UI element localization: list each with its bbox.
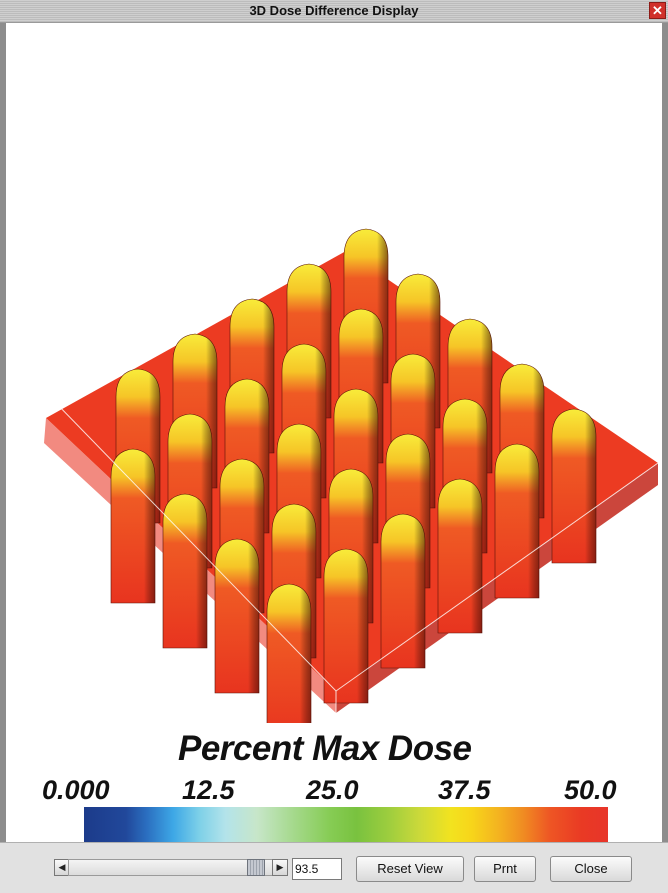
window-title: 3D Dose Difference Display <box>249 3 419 18</box>
slider-value-field[interactable]: 93.5 <box>292 858 342 880</box>
dose-3d-view[interactable]: Percent Max Dose 0.000 12.5 25.0 37.5 50… <box>6 23 662 859</box>
legend-tick-0: 0.000 <box>42 775 110 805</box>
dose-surface-plot[interactable] <box>6 23 662 723</box>
dose-peak-shadow <box>215 539 259 693</box>
title-bar[interactable]: 3D Dose Difference Display ✕ <box>0 0 668 23</box>
print-button[interactable]: Prnt <box>474 856 536 882</box>
dose-peak-shadow <box>438 479 482 633</box>
view-slider[interactable] <box>68 859 286 876</box>
dose-peak-shadow <box>381 514 425 668</box>
dose-peak-shadow <box>552 409 596 563</box>
slider-thumb[interactable] <box>247 859 265 876</box>
legend-tick-3: 37.5 <box>438 775 491 805</box>
legend-tick-2: 25.0 <box>306 775 359 805</box>
dose-peak-shadow <box>267 584 311 723</box>
dose-peak-shadow <box>495 444 539 598</box>
reset-view-button[interactable]: Reset View <box>356 856 464 882</box>
legend-title: Percent Max Dose <box>178 729 472 768</box>
legend-tick-1: 12.5 <box>182 775 235 805</box>
close-window-icon[interactable]: ✕ <box>649 2 666 19</box>
legend-tick-4: 50.0 <box>564 775 617 805</box>
dose-peak-shadow <box>111 449 155 603</box>
close-button[interactable]: Close <box>550 856 632 882</box>
dose-peak-shadow <box>163 494 207 648</box>
dose-peak-shadow <box>324 549 368 703</box>
scroll-right-icon[interactable]: ▶ <box>272 859 288 876</box>
control-bar: ◀ ▶ 93.5 Reset View Prnt Close <box>0 842 668 893</box>
